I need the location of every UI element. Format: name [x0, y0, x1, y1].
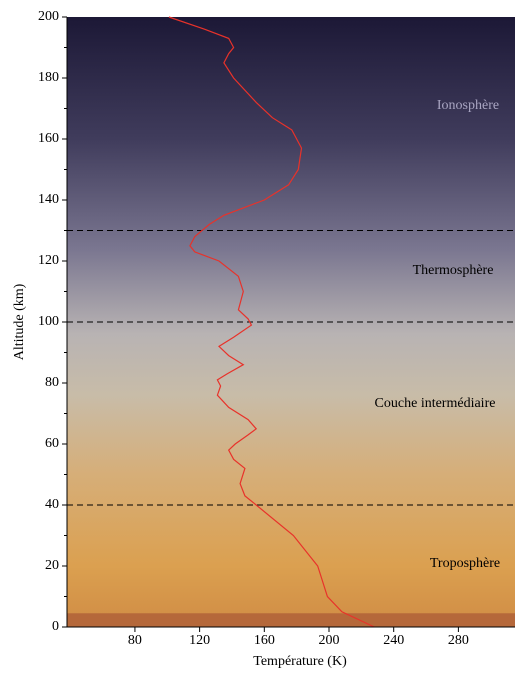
y-tick-label: 100 [38, 314, 59, 329]
y-tick-label: 160 [38, 131, 59, 146]
x-tick-label: 160 [254, 633, 275, 648]
y-tick-label: 200 [38, 9, 59, 24]
y-tick-label: 120 [38, 253, 59, 268]
y-tick-label: 20 [45, 558, 59, 573]
surface-layer [67, 613, 515, 627]
y-tick-label: 40 [45, 497, 59, 512]
y-tick-label: 80 [45, 375, 59, 390]
y-tick-label: 180 [38, 70, 59, 85]
zone-label: Couche intermédiaire [375, 396, 496, 411]
y-tick-label: 140 [38, 192, 59, 207]
x-tick-label: 240 [383, 633, 404, 648]
temperature-line [168, 16, 375, 628]
x-tick-label: 280 [448, 633, 469, 648]
y-tick-label: 60 [45, 436, 59, 451]
x-tick-label: 200 [319, 633, 340, 648]
y-tick-label: 0 [52, 619, 59, 634]
x-tick-label: 80 [128, 633, 142, 648]
zone-label: Ionosphère [437, 98, 499, 113]
zone-label: Troposphère [430, 556, 500, 571]
x-tick-label: 120 [189, 633, 210, 648]
x-axis-label: Température (K) [253, 654, 347, 669]
y-axis-label: Altitude (km) [12, 283, 27, 360]
zone-label: Thermosphère [413, 263, 494, 278]
